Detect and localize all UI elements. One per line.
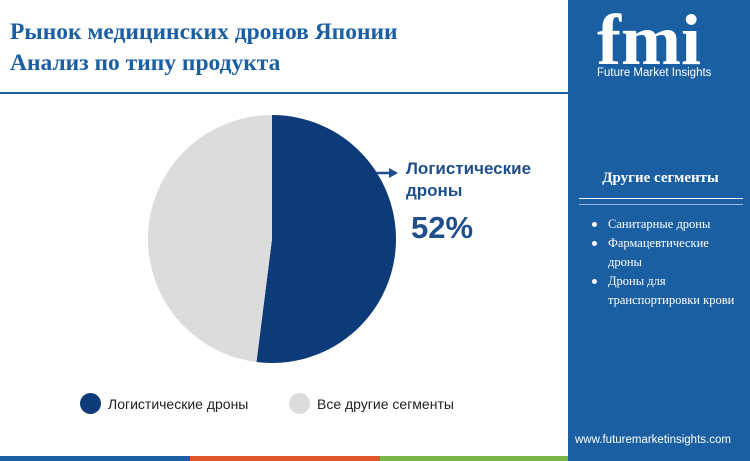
segment-item-line-2: дроны: [608, 255, 642, 269]
legend-swatch-logistics: [80, 393, 101, 414]
callout-label-line-1: Логистические: [406, 159, 532, 178]
chart-title-line-2: Анализ по типу продукта: [10, 50, 281, 76]
other-segments-title: Другие сегменты: [602, 170, 719, 186]
chart-title-line-1: Рынок медицинских дронов Японии: [10, 19, 398, 45]
bottom-bar-segment-1: [0, 456, 190, 461]
brand-name: Future Market Insights: [597, 67, 712, 79]
segment-item-line-1: Фармацевтические: [608, 236, 709, 250]
pie-slice-other: [148, 115, 272, 363]
callout-percentage: 52%: [411, 210, 474, 245]
segment-item-line-2: транспортировки крови: [608, 293, 735, 307]
segment-item: Фармацевтические дроны: [578, 234, 748, 272]
logo-globe-icon: [651, 10, 663, 22]
legend-item-logistics: Логистические дроны: [80, 393, 248, 414]
legend-item-other: Все другие сегменты: [289, 393, 454, 414]
pie-group: [148, 115, 396, 363]
legend-label-other: Все другие сегменты: [317, 395, 454, 412]
other-segments-list: Санитарные дроны Фармацевтические дроны …: [578, 215, 748, 310]
website-link[interactable]: www.futuremarketinsights.com: [575, 434, 731, 446]
callout-label-line-2: дроны: [406, 181, 463, 200]
pie-slice-logistics: [256, 115, 396, 363]
bottom-bar-segment-3: [380, 456, 568, 461]
legend-swatch-other: [289, 393, 310, 414]
legend-label-logistics: Логистические дроны: [108, 395, 249, 412]
segment-item: Санитарные дроны: [578, 215, 748, 234]
segment-item-line-1: Санитарные дроны: [608, 217, 711, 231]
side-panel: [568, 0, 750, 461]
segments-divider-top: [579, 198, 743, 199]
title-underline: [0, 92, 568, 94]
bottom-bar-segment-2: [190, 456, 380, 461]
chart-title: Рынок медицинских дронов Японии Анализ п…: [10, 17, 565, 79]
callout-arrow: [376, 168, 398, 178]
callout-label: Логистические дроны: [406, 158, 531, 202]
segments-divider-bottom: [579, 204, 743, 205]
logo-globe-icon-2: [672, 10, 684, 22]
segment-item: Дроны для транспортировки крови: [578, 272, 748, 310]
logo-globe-icon-3: [701, 10, 713, 22]
segment-item-line-1: Дроны для: [608, 274, 666, 288]
fmi-logo: fmi: [597, 2, 713, 80]
